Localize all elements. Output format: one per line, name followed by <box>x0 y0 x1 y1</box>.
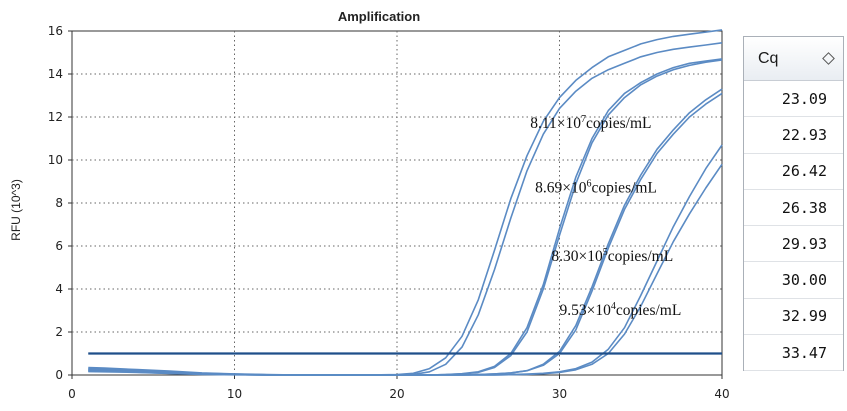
cq-table: Cq 23.09 22.93 26.42 26.38 29.93 30.00 32.99 33… <box>743 36 844 372</box>
concentration-base: 8.11×10 <box>530 115 581 132</box>
cq-row-4[interactable]: 26.38 <box>744 190 843 227</box>
cq-value: 26.42 <box>781 162 827 181</box>
amplification-chart: Amplification RFU (10^3) 0 10 20 30 40 0 2 4 6 8 1… <box>9 9 730 401</box>
y-tick-label-6: 12 <box>48 110 63 124</box>
cq-value: 22.93 <box>781 125 827 144</box>
y-tick-label-5: 10 <box>48 153 63 167</box>
cq-row-3[interactable]: 26.42 <box>744 154 843 190</box>
cq-value: 32.99 <box>781 307 827 326</box>
cq-row-7[interactable]: 32.99 <box>744 299 843 336</box>
cq-header-label: Cq <box>758 49 779 67</box>
y-tick-label-8: 16 <box>48 24 63 38</box>
y-tick-label-3: 6 <box>55 239 63 253</box>
y-tick-label-2: 4 <box>55 282 63 296</box>
x-tick-label-0: 0 <box>68 387 76 401</box>
cq-value: 23.09 <box>781 89 827 108</box>
concentration-unit: copies/mL <box>592 179 657 196</box>
concentration-unit: copies/mL <box>586 115 651 132</box>
chart-title: Amplification <box>338 9 420 24</box>
concentration-label-1: 8.11×107copies/mL <box>530 114 651 132</box>
cq-row-6[interactable]: 30.00 <box>744 262 843 299</box>
cq-column-header[interactable]: Cq <box>744 37 843 81</box>
concentration-exponent: 4 <box>611 301 616 312</box>
amplification-plot: Amplification RFU (10^3) 0 10 20 30 40 0 2 4 6 8 1… <box>9 9 730 401</box>
x-tick-label-4: 40 <box>714 387 729 401</box>
concentration-base: 8.69×10 <box>535 179 587 196</box>
cq-row-1[interactable]: 23.09 <box>744 81 843 118</box>
cq-row-2[interactable]: 22.93 <box>744 117 843 154</box>
amplification-curve-8 <box>88 163 723 376</box>
y-tick-label-0: 0 <box>55 368 63 382</box>
x-tick-label-1: 10 <box>227 387 242 401</box>
concentration-exponent: 6 <box>587 178 592 189</box>
concentration-unit: copies/mL <box>608 248 673 265</box>
concentration-exponent: 7 <box>581 114 586 125</box>
y-tick-label-7: 14 <box>48 67 63 81</box>
concentration-unit: copies/mL <box>616 302 681 319</box>
concentration-base: 8.30×10 <box>551 248 603 265</box>
cq-row-8[interactable]: 33.47 <box>744 335 843 372</box>
concentration-label-4: 9.53×104copies/mL <box>560 301 682 319</box>
y-tick-label-1: 2 <box>55 325 63 339</box>
cq-row-5[interactable]: 29.93 <box>744 226 843 263</box>
concentration-exponent: 5 <box>603 247 608 258</box>
cq-value: 33.47 <box>781 343 827 362</box>
concentration-label-2: 8.69×106copies/mL <box>535 178 657 196</box>
cq-value: 26.38 <box>781 198 827 217</box>
sort-diamond-icon[interactable] <box>822 52 835 65</box>
cq-value: 30.00 <box>781 271 827 290</box>
cq-value: 29.93 <box>781 234 827 253</box>
x-tick-label-2: 20 <box>389 387 404 401</box>
y-tick-label-4: 8 <box>55 196 63 210</box>
y-axis-label: RFU (10^3) <box>9 179 23 241</box>
concentration-label-3: 8.30×105copies/mL <box>551 247 673 265</box>
x-tick-label-3: 30 <box>552 387 567 401</box>
concentration-base: 9.53×10 <box>560 302 612 319</box>
